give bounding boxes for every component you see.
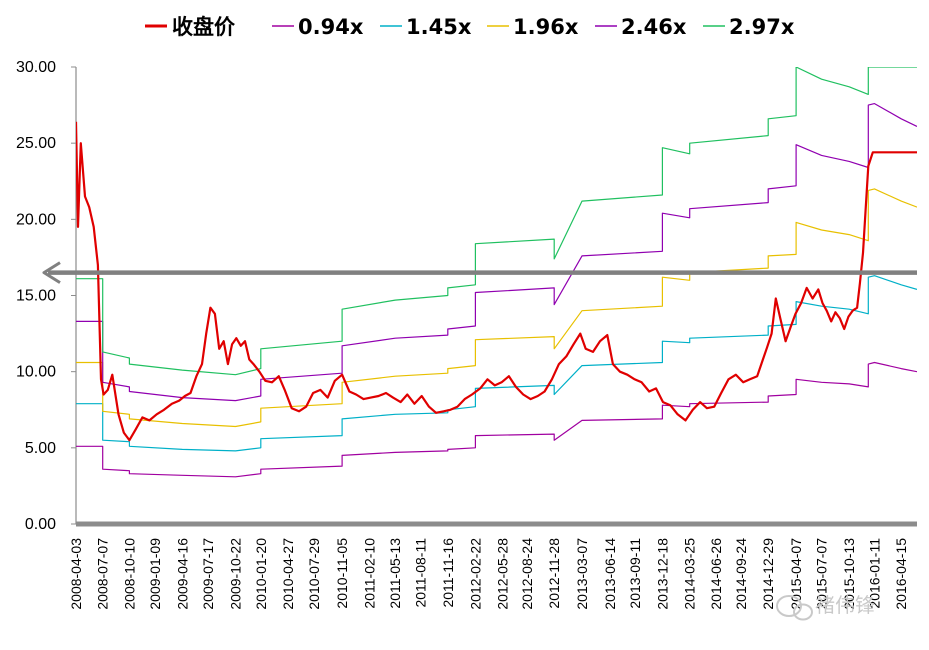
- x-tick-label: 2015-07-07: [814, 538, 830, 610]
- reference-line-group: [42, 261, 917, 284]
- legend-label: 2.46x: [621, 15, 687, 39]
- legend-label: 1.96x: [513, 15, 579, 39]
- x-tick-label: 2010-07-29: [306, 538, 322, 610]
- series-line-1-45x: [76, 275, 917, 452]
- series-line-1-96x: [76, 188, 917, 428]
- x-tick-label: 2013-12-18: [654, 538, 670, 610]
- x-tick-label: 2013-06-14: [602, 538, 618, 610]
- series-line-0-94x: [76, 361, 917, 478]
- watermark-text: 褚伟锋: [815, 593, 875, 617]
- x-tick-label: 2014-06-26: [708, 538, 724, 610]
- legend-label: 2.97x: [729, 15, 795, 39]
- x-tick-label: 2010-04-27: [280, 538, 296, 610]
- legend-label: 1.45x: [406, 15, 472, 39]
- series-line-2-46x: [76, 103, 917, 402]
- y-tick-label: 0.00: [25, 516, 56, 533]
- x-tick-label: 2011-08-11: [413, 538, 429, 608]
- legend-item-1-45x: 1.45x: [380, 15, 472, 39]
- legend-item-2-97x: 2.97x: [703, 15, 795, 39]
- x-tick-label: 2010-11-05: [334, 538, 350, 609]
- x-axis: 2008-04-03 2008-07-07 2008-10-10 2009-01-09…: [68, 521, 917, 610]
- reference-arrow-icon: [42, 261, 61, 284]
- x-tick-label: 2008-07-07: [95, 538, 111, 610]
- legend-label: 收盘价: [172, 15, 236, 39]
- y-axis: 0.00 5.00 10.00 15.00 20.00 25.00 30.00: [16, 59, 77, 533]
- watermark: 褚伟锋: [776, 593, 875, 621]
- legend-item-1-96x: 1.96x: [487, 15, 579, 39]
- x-tick-label: 2011-05-13: [387, 538, 403, 609]
- x-tick-label: 2010-01-20: [253, 538, 269, 610]
- x-tick-label: 2008-10-10: [121, 538, 137, 610]
- y-tick-label: 20.00: [16, 211, 56, 228]
- x-tick-label: 2012-05-28: [494, 538, 510, 610]
- chat-bubble-icon: [776, 595, 813, 621]
- x-tick-label: 2016-04-15: [893, 538, 909, 610]
- x-tick-label: 2009-07-17: [200, 538, 216, 610]
- x-tick-label: 2015-04-07: [788, 538, 804, 610]
- y-tick-label: 5.00: [25, 440, 56, 457]
- x-tick-label: 2014-12-29: [760, 538, 776, 610]
- y-tick-label: 10.00: [16, 364, 56, 381]
- x-tick-label: 2012-02-22: [467, 538, 483, 610]
- legend-item-price: 收盘价: [145, 15, 236, 39]
- series-line-2-97x: [76, 67, 917, 376]
- x-tick-label: 2009-10-22: [228, 538, 244, 610]
- x-tick-label: 2015-10-13: [841, 538, 857, 610]
- legend: 收盘价 0.94x 1.45x 1.96x 2.46x 2.97x: [145, 15, 795, 39]
- x-tick-label: 2011-02-10: [361, 538, 377, 609]
- legend-item-0-94x: 0.94x: [272, 15, 364, 39]
- x-tick-label: 2014-03-25: [682, 538, 698, 610]
- y-tick-label: 25.00: [16, 135, 56, 152]
- legend-label: 0.94x: [298, 15, 364, 39]
- x-tick-label: 2014-09-24: [733, 538, 749, 610]
- y-tick-label: 30.00: [16, 59, 56, 76]
- x-tick-label: 2013-03-07: [574, 538, 590, 610]
- plot-area: [76, 67, 917, 478]
- x-tick-label: 2009-04-16: [174, 538, 190, 610]
- series-line-price: [76, 121, 917, 442]
- x-tick-label: 2016-01-11: [867, 538, 883, 609]
- legend-item-2-46x: 2.46x: [595, 15, 687, 39]
- x-tick-label: 2011-11-16: [440, 538, 456, 608]
- x-tick-label: 2013-09-11: [627, 538, 643, 609]
- x-tick-label: 2012-08-24: [519, 538, 535, 610]
- x-tick-label: 2009-01-09: [147, 538, 163, 610]
- y-tick-label: 15.00: [16, 288, 56, 305]
- x-tick-label: 2012-11-28: [546, 538, 562, 609]
- x-tick-label: 2008-04-03: [68, 538, 84, 610]
